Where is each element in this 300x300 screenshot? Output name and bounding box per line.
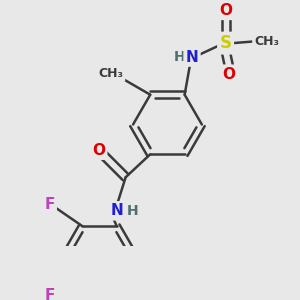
Text: O: O xyxy=(219,3,232,18)
Text: O: O xyxy=(222,67,236,82)
Text: CH₃: CH₃ xyxy=(98,67,123,80)
Text: N: N xyxy=(111,203,124,218)
Text: N: N xyxy=(186,50,198,64)
Text: S: S xyxy=(220,34,232,52)
Text: H: H xyxy=(126,204,138,218)
Text: O: O xyxy=(92,143,105,158)
Text: F: F xyxy=(44,288,55,300)
Text: F: F xyxy=(44,197,55,212)
Text: CH₃: CH₃ xyxy=(254,35,279,48)
Text: H: H xyxy=(174,50,185,64)
